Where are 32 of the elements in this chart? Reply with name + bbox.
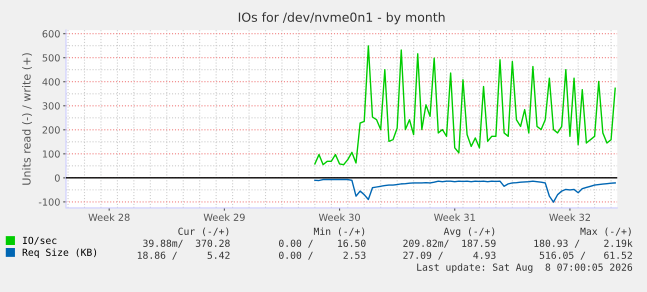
line-series [314, 45, 616, 166]
text: 516.05 / 61.52 [540, 252, 632, 260]
text: Cur (-/+) [178, 227, 228, 236]
text: 39.88m/ 370.28 [143, 240, 230, 248]
x-tick-label: Week 28 [88, 213, 130, 221]
text: 209.82m/ 187.59 [403, 240, 496, 248]
y-axis-title: Units read (-) / write (+) [22, 53, 32, 185]
x-tick-label: Week 30 [318, 213, 360, 221]
text: Avg (-/+) [444, 227, 494, 237]
legend-label: Req Size (KB) [22, 248, 96, 258]
x-tick-label: Week 31 [434, 213, 475, 221]
y-tick-label: 200 [42, 126, 60, 134]
text: 27.09 / 4.93 [403, 252, 496, 260]
text: 18.86 / 5.42 [138, 252, 230, 260]
y-tick-label: 600 [42, 30, 60, 38]
text: 0.00 / 2.53 [279, 252, 366, 260]
y-tick-label: 400 [42, 78, 60, 86]
text: 0.00 / 16.50 [279, 240, 366, 248]
line-series [314, 178, 616, 203]
text: Max (-/+) [580, 227, 631, 236]
y-tick-label: 0 [54, 174, 60, 182]
y-tick-label: 500 [42, 54, 60, 62]
y-tick-label: -100 [38, 198, 60, 206]
x-tick-label: Week 29 [204, 213, 245, 221]
chart-title: IOs for /dev/nvme0n1 - by month [238, 12, 445, 24]
text: Min (-/+) [314, 227, 364, 236]
y-tick-label: 100 [42, 150, 60, 158]
legend-label: IO/sec [22, 236, 56, 245]
x-tick-label: Week 32 [549, 213, 590, 221]
text: 180.93 / 2.19k [534, 239, 633, 248]
y-tick-label: 300 [42, 102, 60, 110]
text: Last update: Sat Aug 8 07:00:05 2026 [417, 263, 632, 273]
